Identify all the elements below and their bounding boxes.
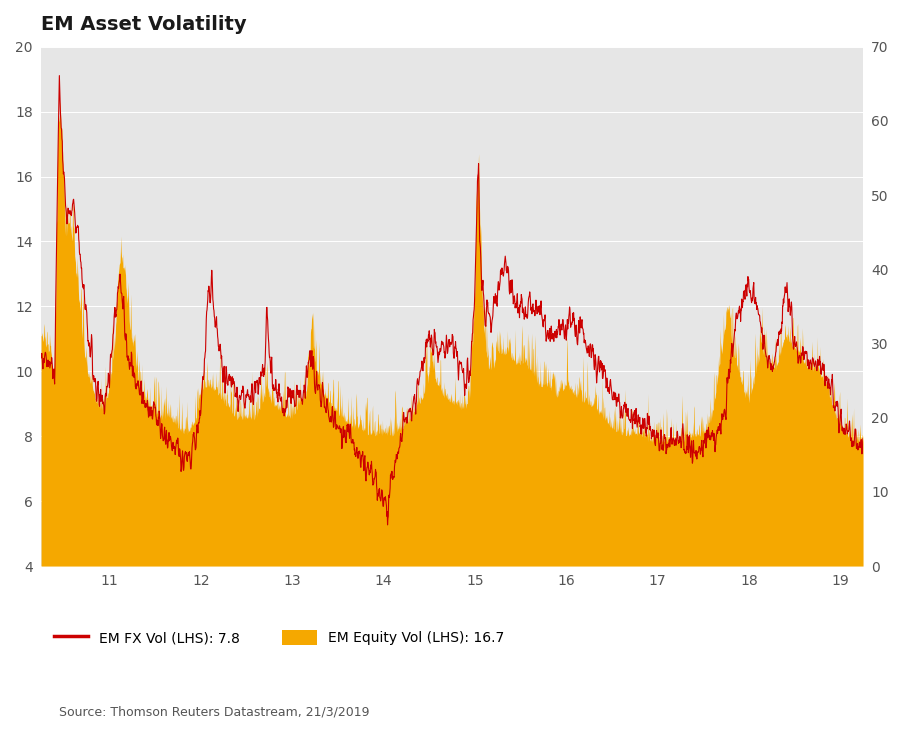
Legend: EM FX Vol (LHS): 7.8, EM Equity Vol (LHS): 16.7: EM FX Vol (LHS): 7.8, EM Equity Vol (LHS… <box>48 625 509 651</box>
Text: Source: Thomson Reuters Datastream, 21/3/2019: Source: Thomson Reuters Datastream, 21/3… <box>59 705 368 719</box>
Text: EM Asset Volatility: EM Asset Volatility <box>41 15 247 34</box>
